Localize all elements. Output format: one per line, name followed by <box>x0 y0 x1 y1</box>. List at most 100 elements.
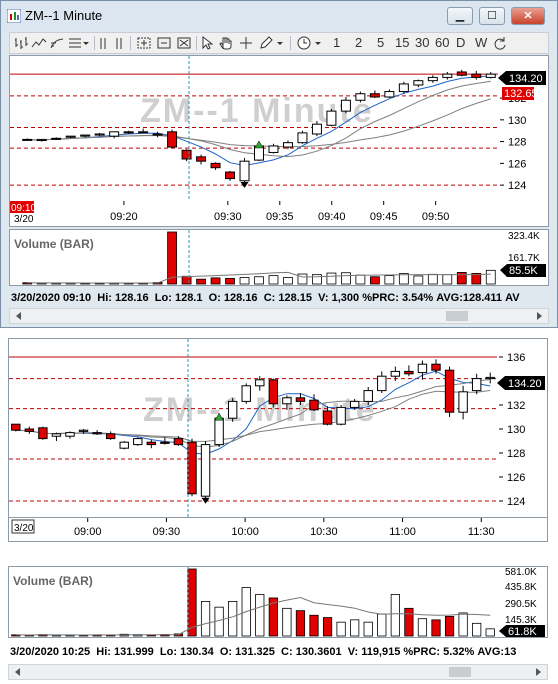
toolbar-separator <box>290 36 291 50</box>
candle <box>404 365 414 377</box>
time-tick-label: 09:45 <box>370 211 398 223</box>
candle <box>349 399 360 410</box>
close-button[interactable]: ✕ <box>511 7 545 25</box>
volume-bars <box>22 231 496 285</box>
volume-bar <box>295 610 306 637</box>
candle-body <box>22 138 33 141</box>
candle <box>94 132 105 137</box>
volume-axis-tick: 161.7K <box>508 253 540 264</box>
volume-axis-tick: 290.5K <box>505 599 537 610</box>
volume-bar <box>254 276 264 285</box>
candle <box>109 131 120 139</box>
price-chart-top[interactable]: ZM--1 Minute 124126128130132134 134.20 1… <box>10 56 548 226</box>
horizontal-scrollbar-bottom[interactable] <box>8 664 548 680</box>
clock-icon[interactable] <box>296 35 312 51</box>
hand-icon[interactable] <box>218 35 234 51</box>
status-prc: 5.32% <box>443 646 475 658</box>
scroll-right-icon[interactable] <box>532 309 546 323</box>
scroll-left-icon[interactable] <box>12 309 26 323</box>
line-chart-icon[interactable] <box>31 35 47 51</box>
pause-icon[interactable] <box>114 35 124 51</box>
candle <box>427 75 438 83</box>
time-tick-label: 09:30 <box>153 526 181 538</box>
candle <box>309 394 319 411</box>
crosshair-icon[interactable] <box>238 35 254 51</box>
dropdown-icon[interactable] <box>276 35 284 51</box>
draw-icon[interactable] <box>49 35 65 51</box>
price-tick-label: 128 <box>508 137 526 149</box>
minimize-button[interactable]: ▁ <box>447 7 473 25</box>
select-area-icon[interactable] <box>136 35 152 51</box>
cursor-time-label: 09:10 <box>11 203 36 214</box>
volume-axis-tick: 323.4K <box>508 231 540 242</box>
candle <box>51 137 62 140</box>
volume-bar <box>167 231 177 285</box>
candle-body <box>94 133 105 136</box>
candle <box>322 406 333 426</box>
candle-body <box>200 444 211 497</box>
candle <box>311 120 322 137</box>
volume-bar <box>181 275 192 285</box>
interval-30-button[interactable]: 30 <box>415 35 430 50</box>
pencil-icon[interactable] <box>258 35 274 51</box>
candle-body <box>471 378 482 392</box>
time-tick-label: 09:00 <box>74 526 102 538</box>
volume-bar <box>350 619 360 637</box>
reload-icon[interactable] <box>492 35 508 51</box>
bar-chart-icon[interactable] <box>13 35 29 51</box>
candle-body <box>444 369 455 413</box>
candle-body <box>471 73 482 78</box>
candle <box>326 108 337 127</box>
scrollbar-thumb[interactable] <box>449 667 471 677</box>
status-datetime: 3/20/2020 10:25 <box>10 646 91 658</box>
candle-body <box>239 160 250 182</box>
vertical-bars-icon[interactable] <box>98 35 108 51</box>
scrollbar-thumb[interactable] <box>446 311 468 321</box>
zoom-fit-icon[interactable] <box>156 35 172 51</box>
pointer-icon[interactable] <box>200 35 214 51</box>
candle-body <box>187 441 197 495</box>
volume-bar <box>369 276 380 285</box>
scroll-left-icon[interactable] <box>11 665 25 679</box>
candle <box>355 91 366 103</box>
volume-bar <box>336 621 346 637</box>
magnify-icon[interactable] <box>176 35 192 51</box>
last-price-tag <box>497 376 545 390</box>
volume-bar <box>210 277 221 285</box>
candle-body <box>485 376 495 380</box>
dropdown-icon[interactable] <box>314 35 322 51</box>
volume-panel-top[interactable]: Volume (BAR) 323.4K 161.7K 85.5K <box>9 229 549 286</box>
interval-60-button[interactable]: 60 <box>435 35 450 50</box>
red-price-tag-text: 132.65 <box>504 88 538 100</box>
maximize-button[interactable]: ☐ <box>479 7 505 25</box>
buy-signal-marker <box>214 412 224 421</box>
volume-panel-bottom[interactable]: Volume (BAR) 581.0K 435.8K 290.5K 145.3K… <box>8 566 548 638</box>
scroll-right-icon[interactable] <box>531 665 545 679</box>
title-bar[interactable]: ZM--1 Minute ▁ ☐ ✕ <box>1 1 557 31</box>
interval-day-button[interactable]: D <box>456 35 466 50</box>
status-close: 130.3601 <box>295 646 342 658</box>
interval-1-button[interactable]: 1 <box>333 35 341 50</box>
candle <box>146 439 157 449</box>
interval-week-button[interactable]: W <box>475 35 488 50</box>
chart-watermark: ZM--1 Minute <box>143 391 377 429</box>
volume-bar <box>427 273 438 285</box>
interval-15-button[interactable]: 15 <box>395 35 410 50</box>
candle-body <box>355 93 366 101</box>
date-label-box <box>11 519 35 534</box>
interval-2-button[interactable]: 2 <box>355 35 363 50</box>
horizontal-scrollbar-top[interactable] <box>9 308 549 324</box>
status-avg-label: AVG: <box>477 646 505 658</box>
candle-body <box>384 91 395 98</box>
candle-body <box>413 80 424 86</box>
indicator-icon[interactable] <box>67 35 83 51</box>
status-line-bottom: 3/20/2020 10:25 Hi: 131.999 Lo: 130.34 O… <box>10 646 556 660</box>
candle <box>413 79 424 88</box>
candle <box>268 378 279 408</box>
candle-body <box>51 433 62 437</box>
volume-axis-tick: 435.8K <box>505 582 537 593</box>
dropdown-icon[interactable] <box>82 35 90 51</box>
price-panel-bottom[interactable]: ZM--1 Minute 124 126 128 130 132 136 134.20 <box>8 338 548 518</box>
candle <box>78 429 89 434</box>
interval-5-button[interactable]: 5 <box>377 35 385 50</box>
